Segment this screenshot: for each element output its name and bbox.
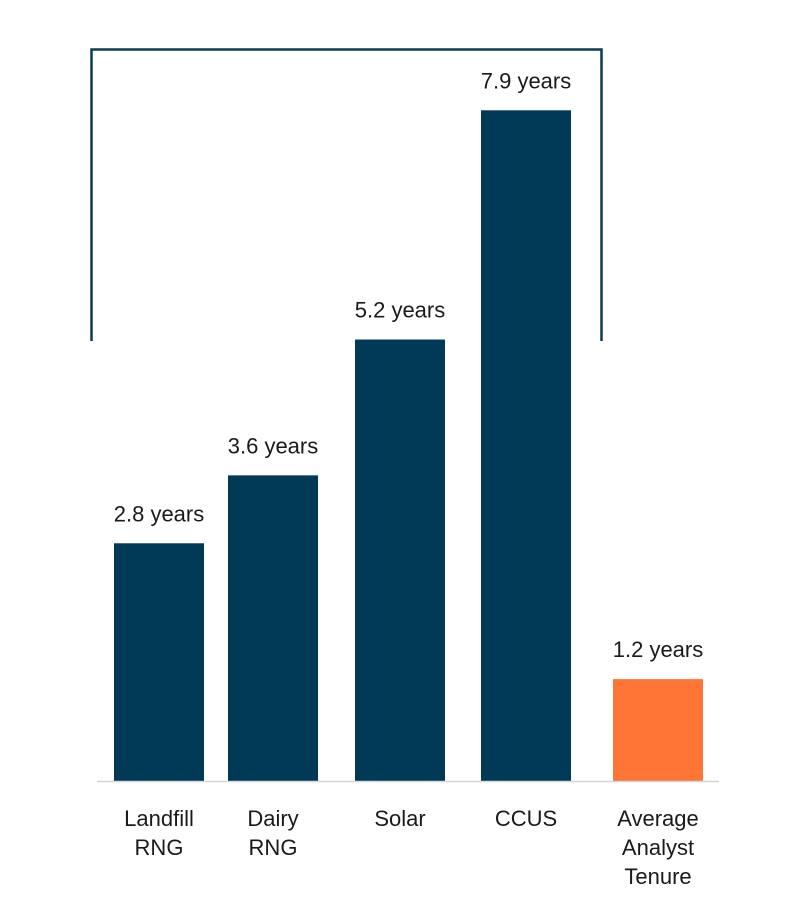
bar-4: [613, 679, 703, 781]
value-label-3: 7.9 years: [481, 68, 572, 93]
bar-1: [228, 475, 318, 781]
tick-label-4: Average Analyst Tenure: [617, 806, 699, 889]
tick-label-3: CCUS: [495, 806, 557, 831]
tick-label-1: Dairy RNG: [247, 806, 298, 860]
value-labels-group: 2.8 years 3.6 years 5.2 years 7.9 years 1.2 …: [114, 68, 704, 662]
bar-2: [355, 339, 445, 781]
value-label-4: 1.2 years: [613, 637, 704, 662]
tick-label-2: Solar: [374, 806, 425, 831]
bars-group: [114, 110, 703, 782]
tick-label-0: Landfill RNG: [124, 806, 194, 860]
bracket-line: [90, 48, 603, 341]
value-label-0: 2.8 years: [114, 501, 205, 526]
tick-labels-group: Landfill RNG Dairy RNG Solar CCUS Average Analy…: [124, 806, 699, 889]
bar-0: [114, 543, 204, 781]
value-label-2: 5.2 years: [355, 298, 446, 323]
bracket-group: [90, 48, 603, 341]
bar-3: [481, 110, 571, 782]
value-label-1: 3.6 years: [228, 433, 319, 458]
